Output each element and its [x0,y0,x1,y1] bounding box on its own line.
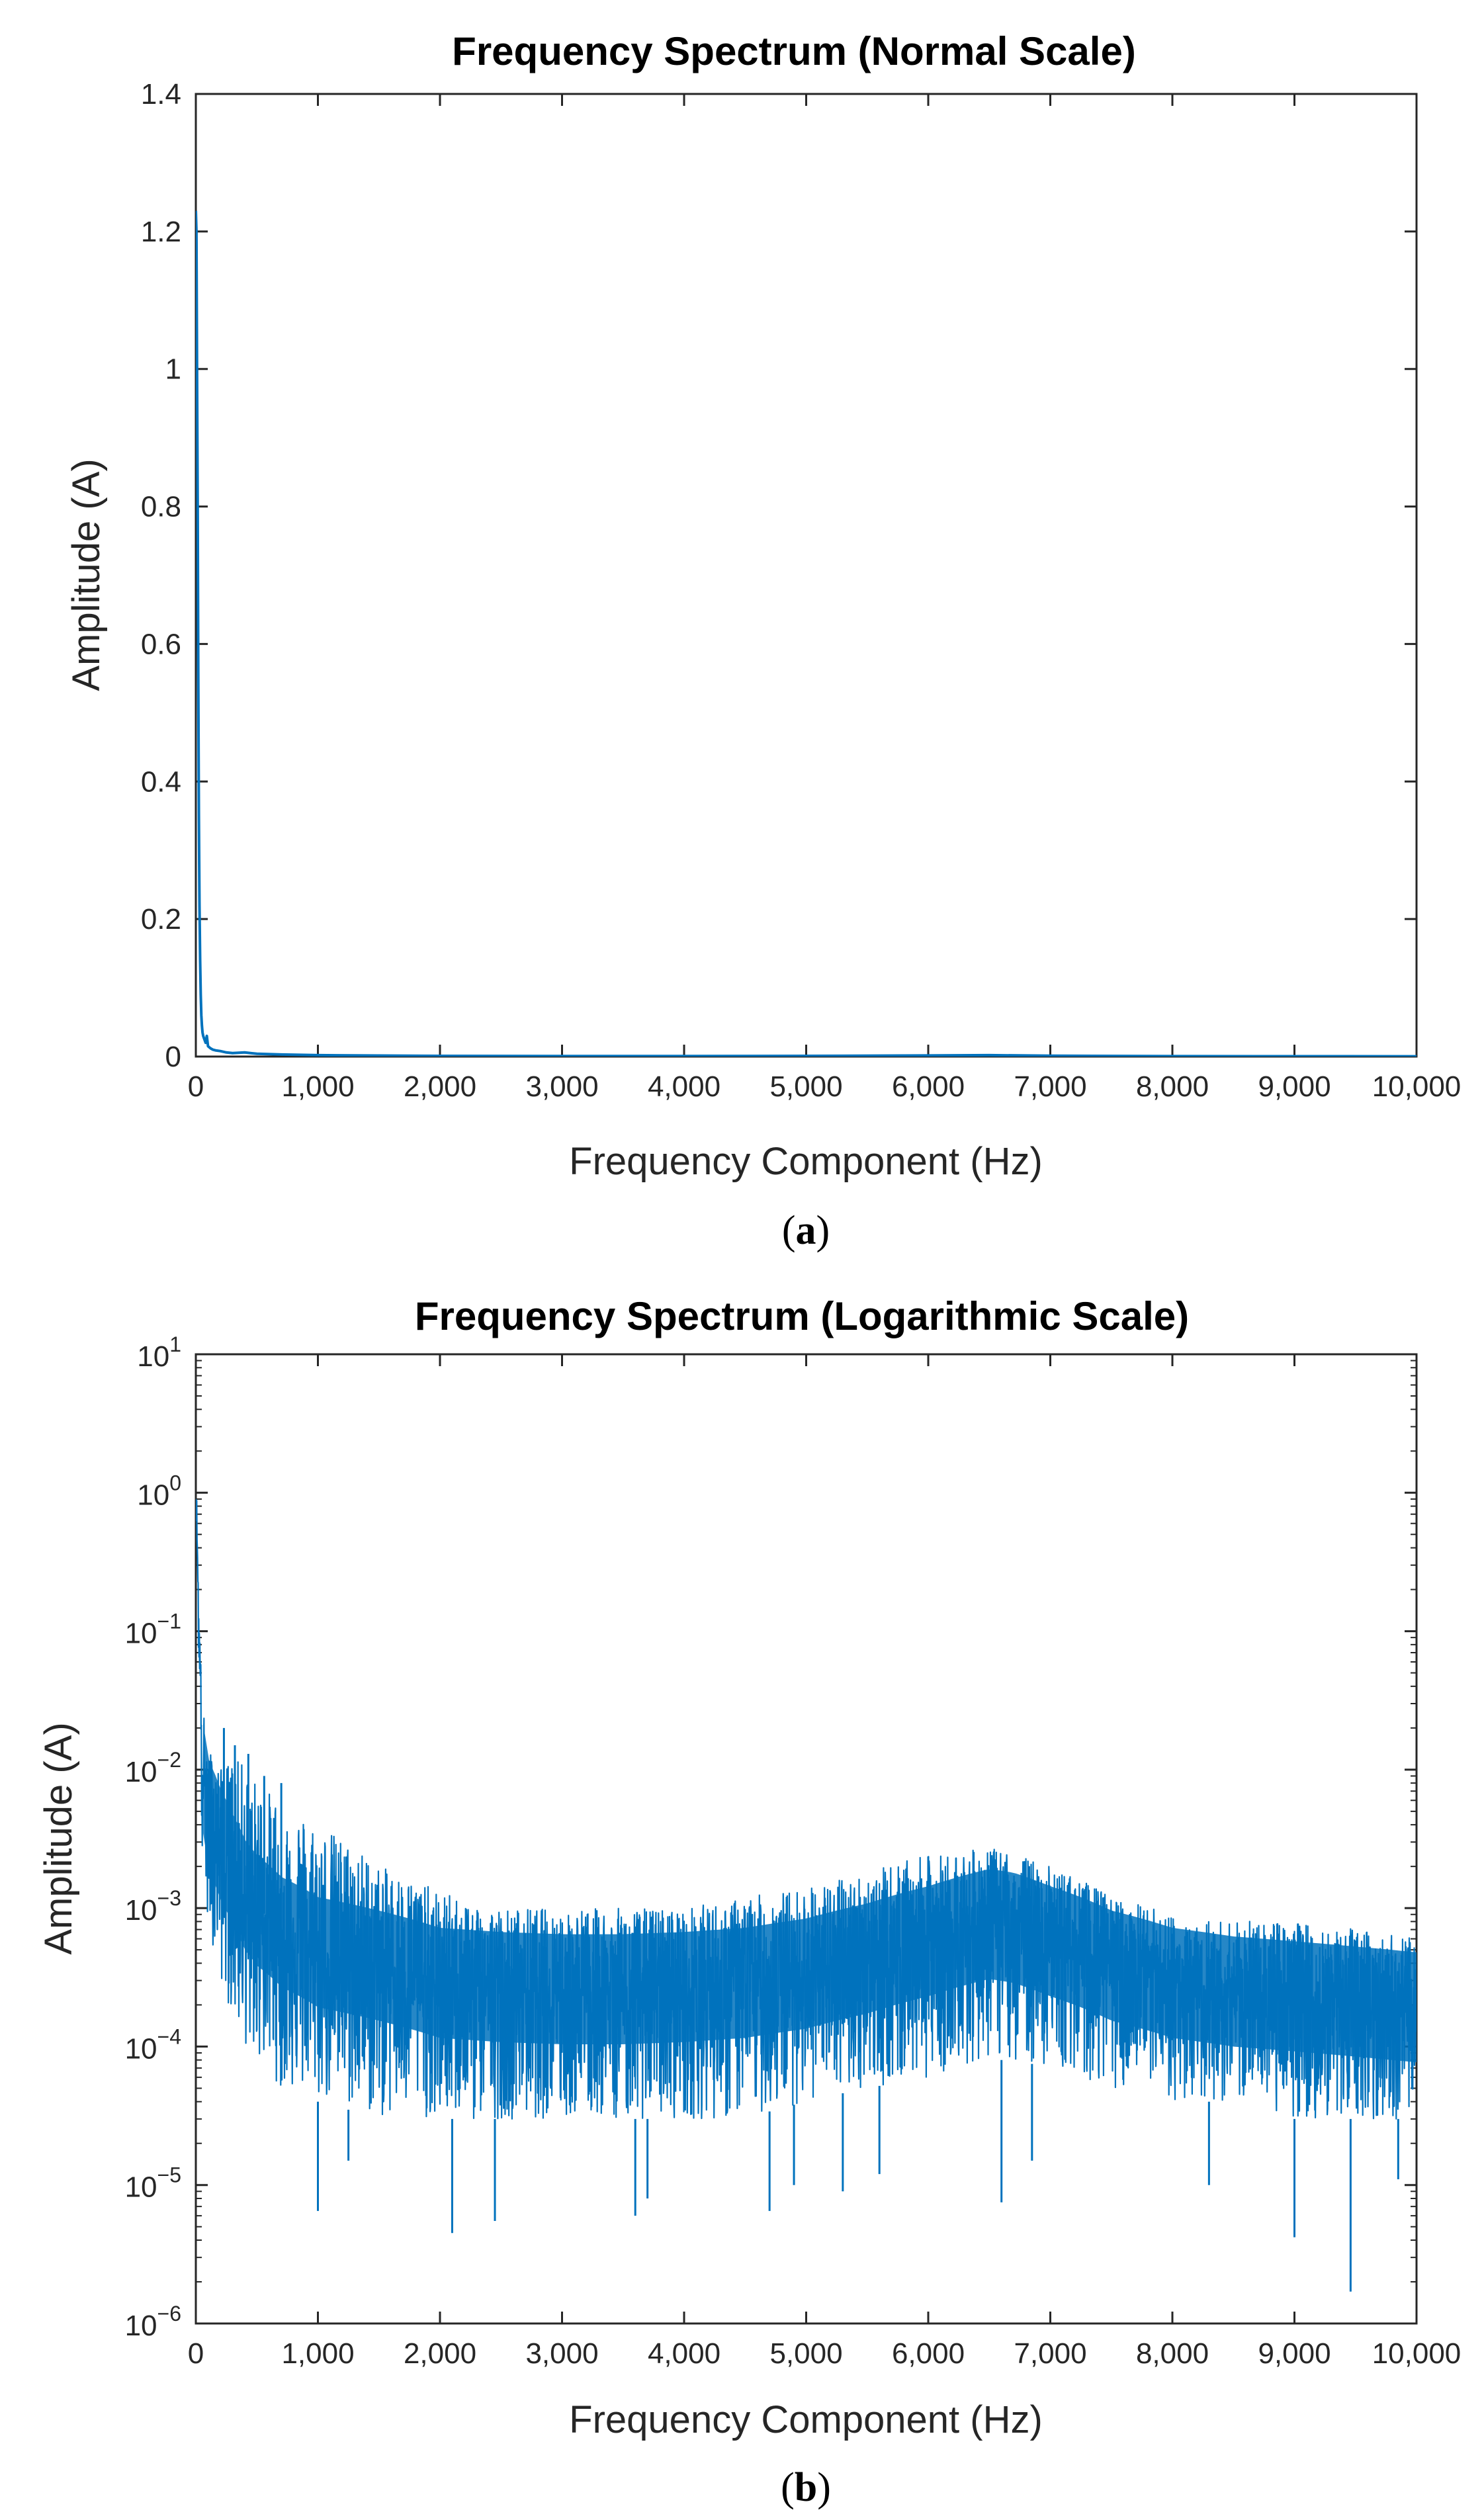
panel-a-y-axis-label: Amplitude (A) [65,458,108,691]
panel-b-title: Frequency Spectrum (Logarithmic Scale) [415,1294,1189,1338]
panel-b-x-tick-label: 5,000 [769,2337,842,2370]
panel-b-y-tick-label: 101 [137,1332,181,1373]
panel-b-x-tick-label: 8,000 [1136,2337,1209,2370]
panel-b-x-tick-label: 0 [188,2337,204,2370]
panel-b-x-tick-label: 9,000 [1258,2337,1331,2370]
panel-a-y-tick-label: 0.2 [141,903,181,935]
panel-b-y-tick-label: 10−1 [125,1610,181,1650]
panel-a-x-tick-label: 10,000 [1372,1070,1462,1103]
panel-b-y-tick-label: 10−5 [125,2163,181,2204]
panel-a-y-tick-labels: 0 0.2 0.4 0.6 0.8 1 1.2 1.4 [141,78,181,1073]
panel-a-x-tick-label: 9,000 [1258,1070,1331,1103]
panel-a-axes-box [195,93,1418,1058]
panel-b-axes-box [195,1353,1418,2325]
panel-b-y-axis-label: Amplitude (A) [37,1722,80,1954]
panel-a-caption: (a) [782,1208,830,1253]
panel-b-x-tick-label: 1,000 [281,2337,354,2370]
panel-a-x-tick-label: 1,000 [281,1070,354,1103]
panel-b-y-tick-labels: 10−6 10−5 10−4 10−3 10−2 10−1 100 101 [125,1332,181,2342]
panel-a-y-tick-label: 0.4 [141,765,181,798]
panel-b-plot-area: 0 1,000 2,000 3,000 4,000 5,000 6,000 7,000 8,00… [125,1332,1462,2370]
panel-b-x-tick-labels: 0 1,000 2,000 3,000 4,000 5,000 6,000 7,000 8,00… [188,2337,1462,2370]
panel-a-plot-area: 0 1,000 2,000 3,000 4,000 5,000 6,000 7,000 8,00… [141,78,1461,1103]
panel-b-x-tick-label: 3,000 [525,2337,598,2370]
panel-a-x-tick-label: 0 [188,1070,204,1103]
panel-a-y-tick-label: 0.6 [141,628,181,660]
panel-a-y-tick-label: 1.2 [141,216,181,248]
panel-a-y-tick-label: 1 [165,353,181,386]
panel-a: Frequency Spectrum (Normal Scale) 0 1,000… [65,29,1461,1253]
panel-b-y-tick-label: 100 [137,1471,181,1511]
panel-a-x-tick-label: 4,000 [648,1070,720,1103]
panel-a-title: Frequency Spectrum (Normal Scale) [452,29,1136,73]
panel-b-x-tick-label: 2,000 [404,2337,476,2370]
panel-b-y-tick-label: 10−6 [125,2302,181,2342]
panel-b-y-tick-label: 10−3 [125,1886,181,1927]
panel-a-x-tick-label: 3,000 [525,1070,598,1103]
panel-b: Frequency Spectrum (Logarithmic Scale) 0… [37,1294,1461,2510]
panel-a-x-axis-label: Frequency Component (Hz) [569,1140,1043,1183]
panel-b-series [196,1498,1417,2292]
panel-b-series-band [203,1723,1417,2063]
panel-a-y-tick-label: 0.8 [141,491,181,523]
panel-b-x-axis-label: Frequency Component (Hz) [569,2398,1043,2441]
panel-a-x-tick-label: 2,000 [404,1070,476,1103]
panel-b-y-tick-label: 10−4 [125,2024,181,2065]
panel-a-y-tick-label: 0 [165,1041,181,1073]
panel-b-caption: (b) [781,2465,831,2510]
panel-b-y-tick-label: 10−2 [125,1748,181,1788]
panel-a-x-tick-label: 8,000 [1136,1070,1209,1103]
panel-b-x-tick-label: 7,000 [1014,2337,1086,2370]
panel-b-x-tick-label: 4,000 [648,2337,720,2370]
panel-b-x-tick-label: 6,000 [892,2337,965,2370]
panel-a-x-tick-label: 7,000 [1014,1070,1086,1103]
panel-a-series-line [196,210,1417,1057]
panel-b-x-tick-label: 10,000 [1372,2337,1462,2370]
panel-a-x-tick-labels: 0 1,000 2,000 3,000 4,000 5,000 6,000 7,000 8,00… [188,1070,1462,1103]
panel-a-ticks [195,93,1418,1058]
panel-a-x-tick-label: 5,000 [769,1070,842,1103]
panel-a-y-tick-label: 1.4 [141,78,181,110]
panel-b-ticks [195,1353,1418,2325]
panel-a-x-tick-label: 6,000 [892,1070,965,1103]
